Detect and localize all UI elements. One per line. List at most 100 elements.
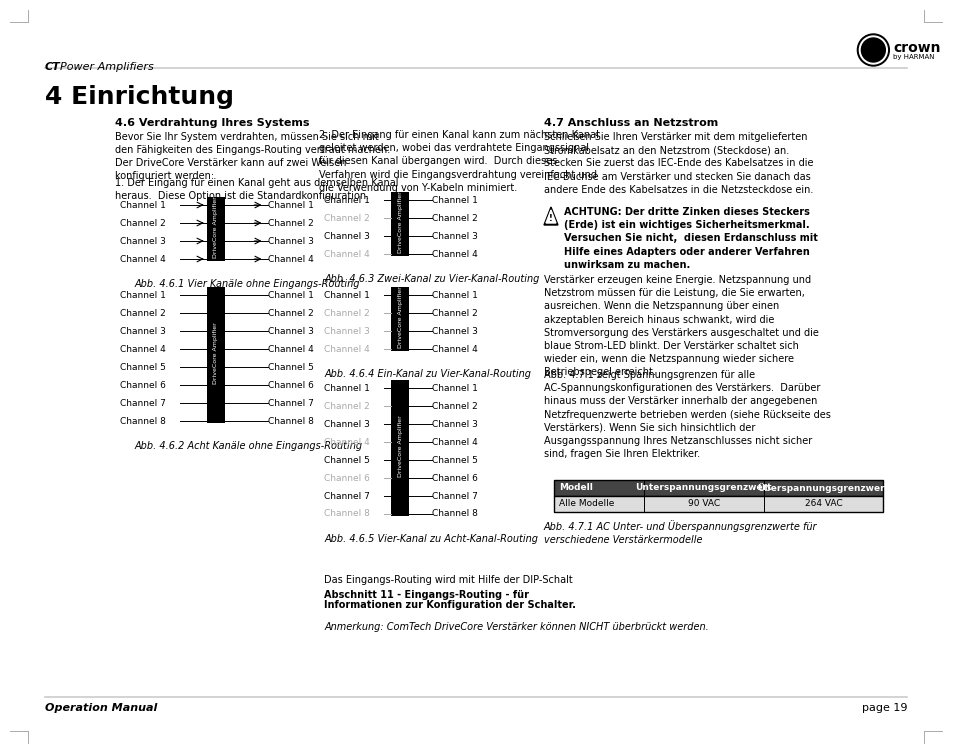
Text: Channel 7: Channel 7 bbox=[267, 398, 313, 407]
Text: Abschnitt 11 - Eingangs-Routing - für: Abschnitt 11 - Eingangs-Routing - für bbox=[324, 590, 529, 600]
Text: Channel 3: Channel 3 bbox=[324, 419, 370, 428]
Text: Channel 8: Channel 8 bbox=[267, 416, 313, 425]
Circle shape bbox=[859, 36, 886, 64]
Text: 1. Der Eingang für einen Kanal geht aus demselben Kanal
heraus.  Diese Option is: 1. Der Eingang für einen Kanal geht aus … bbox=[114, 178, 397, 201]
Text: Channel 1: Channel 1 bbox=[324, 383, 370, 392]
Text: Channel 8: Channel 8 bbox=[324, 510, 370, 519]
Text: 4.6 Verdrahtung Ihres Systems: 4.6 Verdrahtung Ihres Systems bbox=[114, 118, 309, 128]
Text: Channel 3: Channel 3 bbox=[267, 327, 313, 336]
Text: Channel 7: Channel 7 bbox=[324, 492, 370, 501]
Text: Channel 3: Channel 3 bbox=[267, 236, 313, 245]
Text: Channel 1: Channel 1 bbox=[432, 383, 477, 392]
Text: Channel 1: Channel 1 bbox=[120, 291, 166, 300]
Text: Channel 5: Channel 5 bbox=[120, 362, 166, 371]
Text: Alle Modelle: Alle Modelle bbox=[558, 499, 614, 508]
Text: Channel 1: Channel 1 bbox=[432, 291, 477, 300]
Text: Channel 3: Channel 3 bbox=[432, 327, 477, 336]
Text: Channel 3: Channel 3 bbox=[324, 231, 370, 240]
Text: Abb. 4.7.1 AC Unter- und Überspannungsgrenzwerte für
verschiedene Verstärkermode: Abb. 4.7.1 AC Unter- und Überspannungsgr… bbox=[543, 520, 817, 545]
Text: Modell: Modell bbox=[558, 483, 592, 492]
Bar bbox=[391, 287, 409, 351]
Text: Channel 1: Channel 1 bbox=[267, 291, 313, 300]
Text: Das Eingangs-Routing wird mit Hilfe der DIP-Schalt: Das Eingangs-Routing wird mit Hilfe der … bbox=[324, 575, 573, 585]
Text: Channel 7: Channel 7 bbox=[120, 398, 166, 407]
Text: Channel 4: Channel 4 bbox=[432, 249, 477, 258]
Text: Der DriveCore Verstärker kann auf zwei Weisen
konfiguriert werden:: Der DriveCore Verstärker kann auf zwei W… bbox=[114, 158, 346, 181]
Text: Channel 2: Channel 2 bbox=[120, 218, 166, 227]
Circle shape bbox=[857, 34, 888, 66]
Text: DriveCore Amplifier: DriveCore Amplifier bbox=[213, 196, 218, 258]
Text: Operation Manual: Operation Manual bbox=[45, 703, 157, 713]
Text: Abb. 4.6.2 Acht Kanäle ohne Eingangs-Routing: Abb. 4.6.2 Acht Kanäle ohne Eingangs-Rou… bbox=[134, 441, 362, 451]
Text: Channel 4: Channel 4 bbox=[324, 437, 370, 447]
Text: Channel 6: Channel 6 bbox=[432, 474, 477, 483]
Bar bbox=[391, 192, 409, 256]
Text: Channel 2: Channel 2 bbox=[267, 309, 313, 318]
Text: Channel 4: Channel 4 bbox=[120, 345, 166, 353]
Text: Channel 2: Channel 2 bbox=[324, 401, 370, 410]
Text: DriveCore Amplifier: DriveCore Amplifier bbox=[397, 286, 402, 348]
Text: Informationen zur Konfiguration der Schalter.: Informationen zur Konfiguration der Scha… bbox=[324, 600, 576, 610]
Text: Bevor Sie Ihr System verdrahten, müssen Sie sich mit
den Fähigkeiten des Eingang: Bevor Sie Ihr System verdrahten, müssen … bbox=[114, 132, 390, 155]
Text: Channel 2: Channel 2 bbox=[432, 401, 477, 410]
Text: Channel 6: Channel 6 bbox=[267, 380, 313, 389]
Text: Channel 2: Channel 2 bbox=[324, 214, 370, 222]
Text: 2. Der Eingang für einen Kanal kann zum nächsten Kanal
geleitet werden, wobei da: 2. Der Eingang für einen Kanal kann zum … bbox=[319, 130, 598, 193]
Text: Abb. 4.6.4 Ein-Kanal zu Vier-Kanal-Routing: Abb. 4.6.4 Ein-Kanal zu Vier-Kanal-Routi… bbox=[324, 369, 531, 379]
Circle shape bbox=[861, 38, 884, 62]
Text: Anmerkung: ComTech DriveCore Verstärker können NICHT überbrückt werden.: Anmerkung: ComTech DriveCore Verstärker … bbox=[324, 622, 708, 632]
Text: Power Amplifiers: Power Amplifiers bbox=[60, 62, 153, 72]
Text: by HARMAN: by HARMAN bbox=[892, 54, 934, 60]
Text: CT: CT bbox=[45, 62, 61, 72]
Bar bbox=[391, 380, 409, 516]
Text: Channel 2: Channel 2 bbox=[432, 214, 477, 222]
Text: Channel 2: Channel 2 bbox=[120, 309, 166, 318]
Text: Channel 1: Channel 1 bbox=[432, 196, 477, 205]
Text: page 19: page 19 bbox=[861, 703, 906, 713]
Polygon shape bbox=[543, 207, 558, 225]
Text: Channel 4: Channel 4 bbox=[324, 345, 370, 353]
Text: 4 Einrichtung: 4 Einrichtung bbox=[45, 85, 233, 109]
Bar bbox=[207, 197, 224, 261]
Text: 4.7 Anschluss an Netzstrom: 4.7 Anschluss an Netzstrom bbox=[543, 118, 718, 128]
Text: Channel 3: Channel 3 bbox=[120, 236, 166, 245]
Text: !: ! bbox=[549, 214, 553, 222]
Text: Channel 1: Channel 1 bbox=[267, 200, 313, 209]
Text: Channel 4: Channel 4 bbox=[267, 255, 313, 264]
Text: Channel 2: Channel 2 bbox=[324, 309, 370, 318]
Text: Channel 3: Channel 3 bbox=[120, 327, 166, 336]
Text: Channel 5: Channel 5 bbox=[324, 456, 370, 465]
Bar bbox=[207, 287, 224, 423]
Text: Channel 4: Channel 4 bbox=[432, 437, 477, 447]
Text: Channel 4: Channel 4 bbox=[267, 345, 313, 353]
Text: Abb. 4.6.5 Vier-Kanal zu Acht-Kanal-Routing: Abb. 4.6.5 Vier-Kanal zu Acht-Kanal-Rout… bbox=[324, 534, 537, 544]
Text: Verstärker erzeugen keine Energie. Netzspannung und
Netzstrom müssen für die Lei: Verstärker erzeugen keine Energie. Netzs… bbox=[543, 275, 818, 377]
Text: Channel 3: Channel 3 bbox=[324, 327, 370, 336]
Text: Channel 2: Channel 2 bbox=[432, 309, 477, 318]
Text: Channel 4: Channel 4 bbox=[324, 249, 370, 258]
Text: Channel 5: Channel 5 bbox=[267, 362, 313, 371]
Text: Channel 3: Channel 3 bbox=[432, 231, 477, 240]
Text: Channel 7: Channel 7 bbox=[432, 492, 477, 501]
Bar bbox=[554, 496, 882, 512]
Text: Channel 4: Channel 4 bbox=[120, 255, 166, 264]
Text: Channel 5: Channel 5 bbox=[432, 456, 477, 465]
Text: 90 VAC: 90 VAC bbox=[687, 499, 719, 508]
Text: Schließen Sie Ihren Verstärker mit dem mitgelieferten
Stromkabelsatz an den Netz: Schließen Sie Ihren Verstärker mit dem m… bbox=[543, 132, 813, 195]
Text: Abb. 4.7.1 zeigt Spannungsgrenzen für alle
AC-Spannungskonfigurationen des Verst: Abb. 4.7.1 zeigt Spannungsgrenzen für al… bbox=[543, 370, 830, 459]
Bar bbox=[554, 480, 882, 496]
Text: Channel 1: Channel 1 bbox=[324, 196, 370, 205]
Text: Abb. 4.6.3 Zwei-Kanal zu Vier-Kanal-Routing: Abb. 4.6.3 Zwei-Kanal zu Vier-Kanal-Rout… bbox=[324, 274, 539, 284]
Text: Channel 6: Channel 6 bbox=[324, 474, 370, 483]
Text: Abb. 4.6.1 Vier Kanäle ohne Eingangs-Routing: Abb. 4.6.1 Vier Kanäle ohne Eingangs-Rou… bbox=[134, 279, 360, 289]
Text: Channel 1: Channel 1 bbox=[120, 200, 166, 209]
Text: Channel 6: Channel 6 bbox=[120, 380, 166, 389]
Text: Überspannungsgrenzwert: Überspannungsgrenzwert bbox=[757, 483, 888, 493]
Text: Channel 2: Channel 2 bbox=[267, 218, 313, 227]
Text: DriveCore Amplifier: DriveCore Amplifier bbox=[397, 191, 402, 253]
Text: Channel 4: Channel 4 bbox=[432, 345, 477, 353]
Text: 264 VAC: 264 VAC bbox=[803, 499, 841, 508]
Text: Channel 3: Channel 3 bbox=[432, 419, 477, 428]
Text: Unterspannungsgrenzwert: Unterspannungsgrenzwert bbox=[635, 483, 771, 492]
Text: DriveCore Amplifier: DriveCore Amplifier bbox=[213, 322, 218, 384]
